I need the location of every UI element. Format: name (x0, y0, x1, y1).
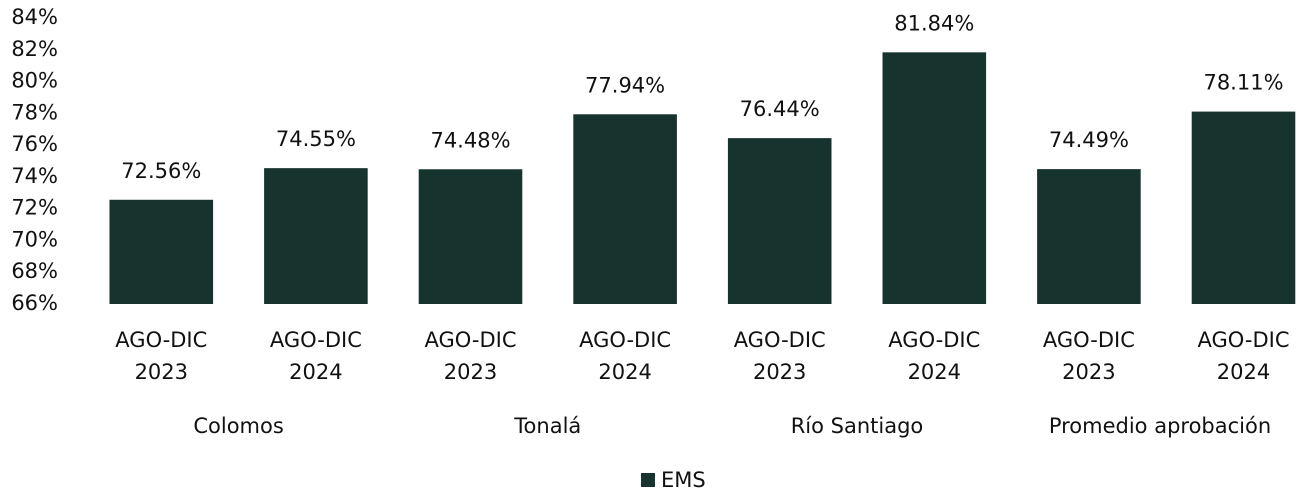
x-tick-label: AGO-DIC 2023 (115, 328, 208, 384)
y-tick-label: 70% (11, 227, 58, 251)
y-tick-label: 78% (11, 100, 58, 124)
data-label: 74.55% (276, 127, 356, 151)
legend-label: EMS (661, 468, 706, 492)
y-tick-label: 68% (11, 259, 58, 283)
data-label: 74.49% (1049, 128, 1129, 152)
bar (418, 169, 523, 304)
x-tick-label: AGO-DIC 2024 (269, 328, 362, 384)
y-tick-label: 76% (11, 132, 58, 156)
bar (1191, 111, 1296, 304)
group-label: Río Santiago (791, 414, 924, 438)
data-label: 72.56% (121, 159, 201, 183)
bar (264, 168, 368, 304)
group-label: Colomos (193, 414, 283, 438)
x-tick-label: AGO-DIC 2023 (424, 328, 517, 384)
data-label: 81.84% (894, 11, 974, 35)
group-label: Tonalá (513, 414, 581, 438)
x-tick-label: AGO-DIC 2024 (579, 328, 672, 384)
y-tick-label: 84% (11, 5, 58, 29)
bar (573, 114, 677, 304)
x-tick-label: AGO-DIC 2023 (733, 328, 826, 384)
bar (1037, 169, 1141, 304)
data-label: 77.94% (585, 73, 665, 97)
y-tick-label: 82% (11, 37, 58, 61)
data-label: 74.48% (430, 128, 510, 152)
legend-swatch (641, 473, 655, 487)
y-tick-label: 80% (11, 69, 58, 93)
y-tick-label: 74% (11, 164, 58, 188)
y-tick-label: 66% (11, 291, 58, 315)
bar (882, 52, 987, 304)
x-tick-label: AGO-DIC 2024 (1197, 328, 1290, 384)
bar (109, 199, 214, 304)
y-tick-label: 72% (11, 196, 58, 220)
bar (727, 138, 832, 304)
group-label: Promedio aprobación (1049, 414, 1271, 438)
data-label: 76.44% (740, 97, 820, 121)
x-tick-label: AGO-DIC 2024 (888, 328, 981, 384)
x-tick-label: AGO-DIC 2023 (1042, 328, 1135, 384)
data-label: 78.11% (1203, 71, 1283, 95)
